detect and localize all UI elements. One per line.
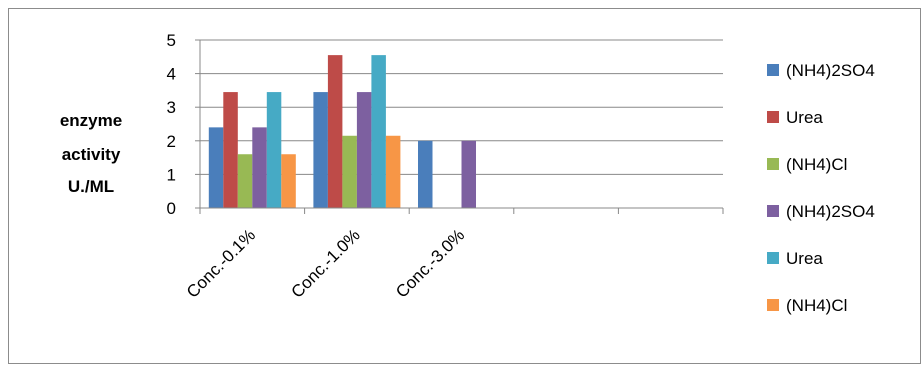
legend-label: (NH4)Cl — [786, 296, 847, 315]
axes — [195, 39, 724, 214]
y-axis-label-line: U./ML — [68, 177, 114, 196]
bar — [371, 55, 386, 209]
bar — [356, 92, 372, 208]
bar — [223, 92, 238, 208]
bars — [208, 55, 476, 209]
legend-label: (NH4)2SO4 — [786, 61, 875, 80]
bar — [252, 127, 267, 208]
y-tick-label: 2 — [167, 132, 176, 151]
y-tick-label: 4 — [167, 65, 176, 84]
legend: (NH4)2SO4 Urea (NH4)Cl (NH4)2SO4 Urea (NH4)Cl — [767, 61, 875, 315]
y-axis-label-line: activity — [62, 145, 121, 164]
bar — [237, 154, 253, 208]
bar — [208, 127, 224, 208]
bar — [281, 154, 296, 208]
y-tick-label: 3 — [167, 98, 176, 117]
legend-label: (NH4)Cl — [786, 155, 847, 174]
x-tick-label: Conc.-0.1% — [183, 225, 259, 301]
bar — [266, 92, 282, 208]
bar — [461, 140, 476, 208]
legend-swatch — [767, 64, 779, 76]
bar — [313, 92, 328, 208]
y-tick-labels: 0 1 2 3 4 5 — [167, 31, 176, 218]
bar — [327, 55, 343, 209]
legend-swatch — [767, 158, 779, 170]
legend-swatch — [767, 252, 779, 264]
y-tick-label: 5 — [167, 31, 176, 50]
legend-label: (NH4)2SO4 — [786, 202, 875, 221]
legend-swatch — [767, 299, 779, 311]
legend-label: Urea — [786, 108, 823, 127]
legend-label: Urea — [786, 249, 823, 268]
bar — [385, 135, 401, 208]
x-tick-labels: Conc.-0.1% Conc.-1.0% Conc.-3.0% — [183, 225, 468, 301]
y-tick-label: 0 — [167, 199, 176, 218]
y-axis-label-line: enzyme — [60, 111, 122, 130]
legend-swatch — [767, 205, 779, 217]
x-tick-label: Conc.-3.0% — [392, 225, 468, 301]
y-tick-label: 1 — [167, 165, 176, 184]
x-tick-label: Conc.-1.0% — [287, 225, 363, 301]
bar — [418, 140, 433, 208]
y-axis-label: enzyme activity U./ML — [60, 111, 122, 196]
legend-swatch — [767, 111, 779, 123]
bar — [342, 135, 357, 208]
